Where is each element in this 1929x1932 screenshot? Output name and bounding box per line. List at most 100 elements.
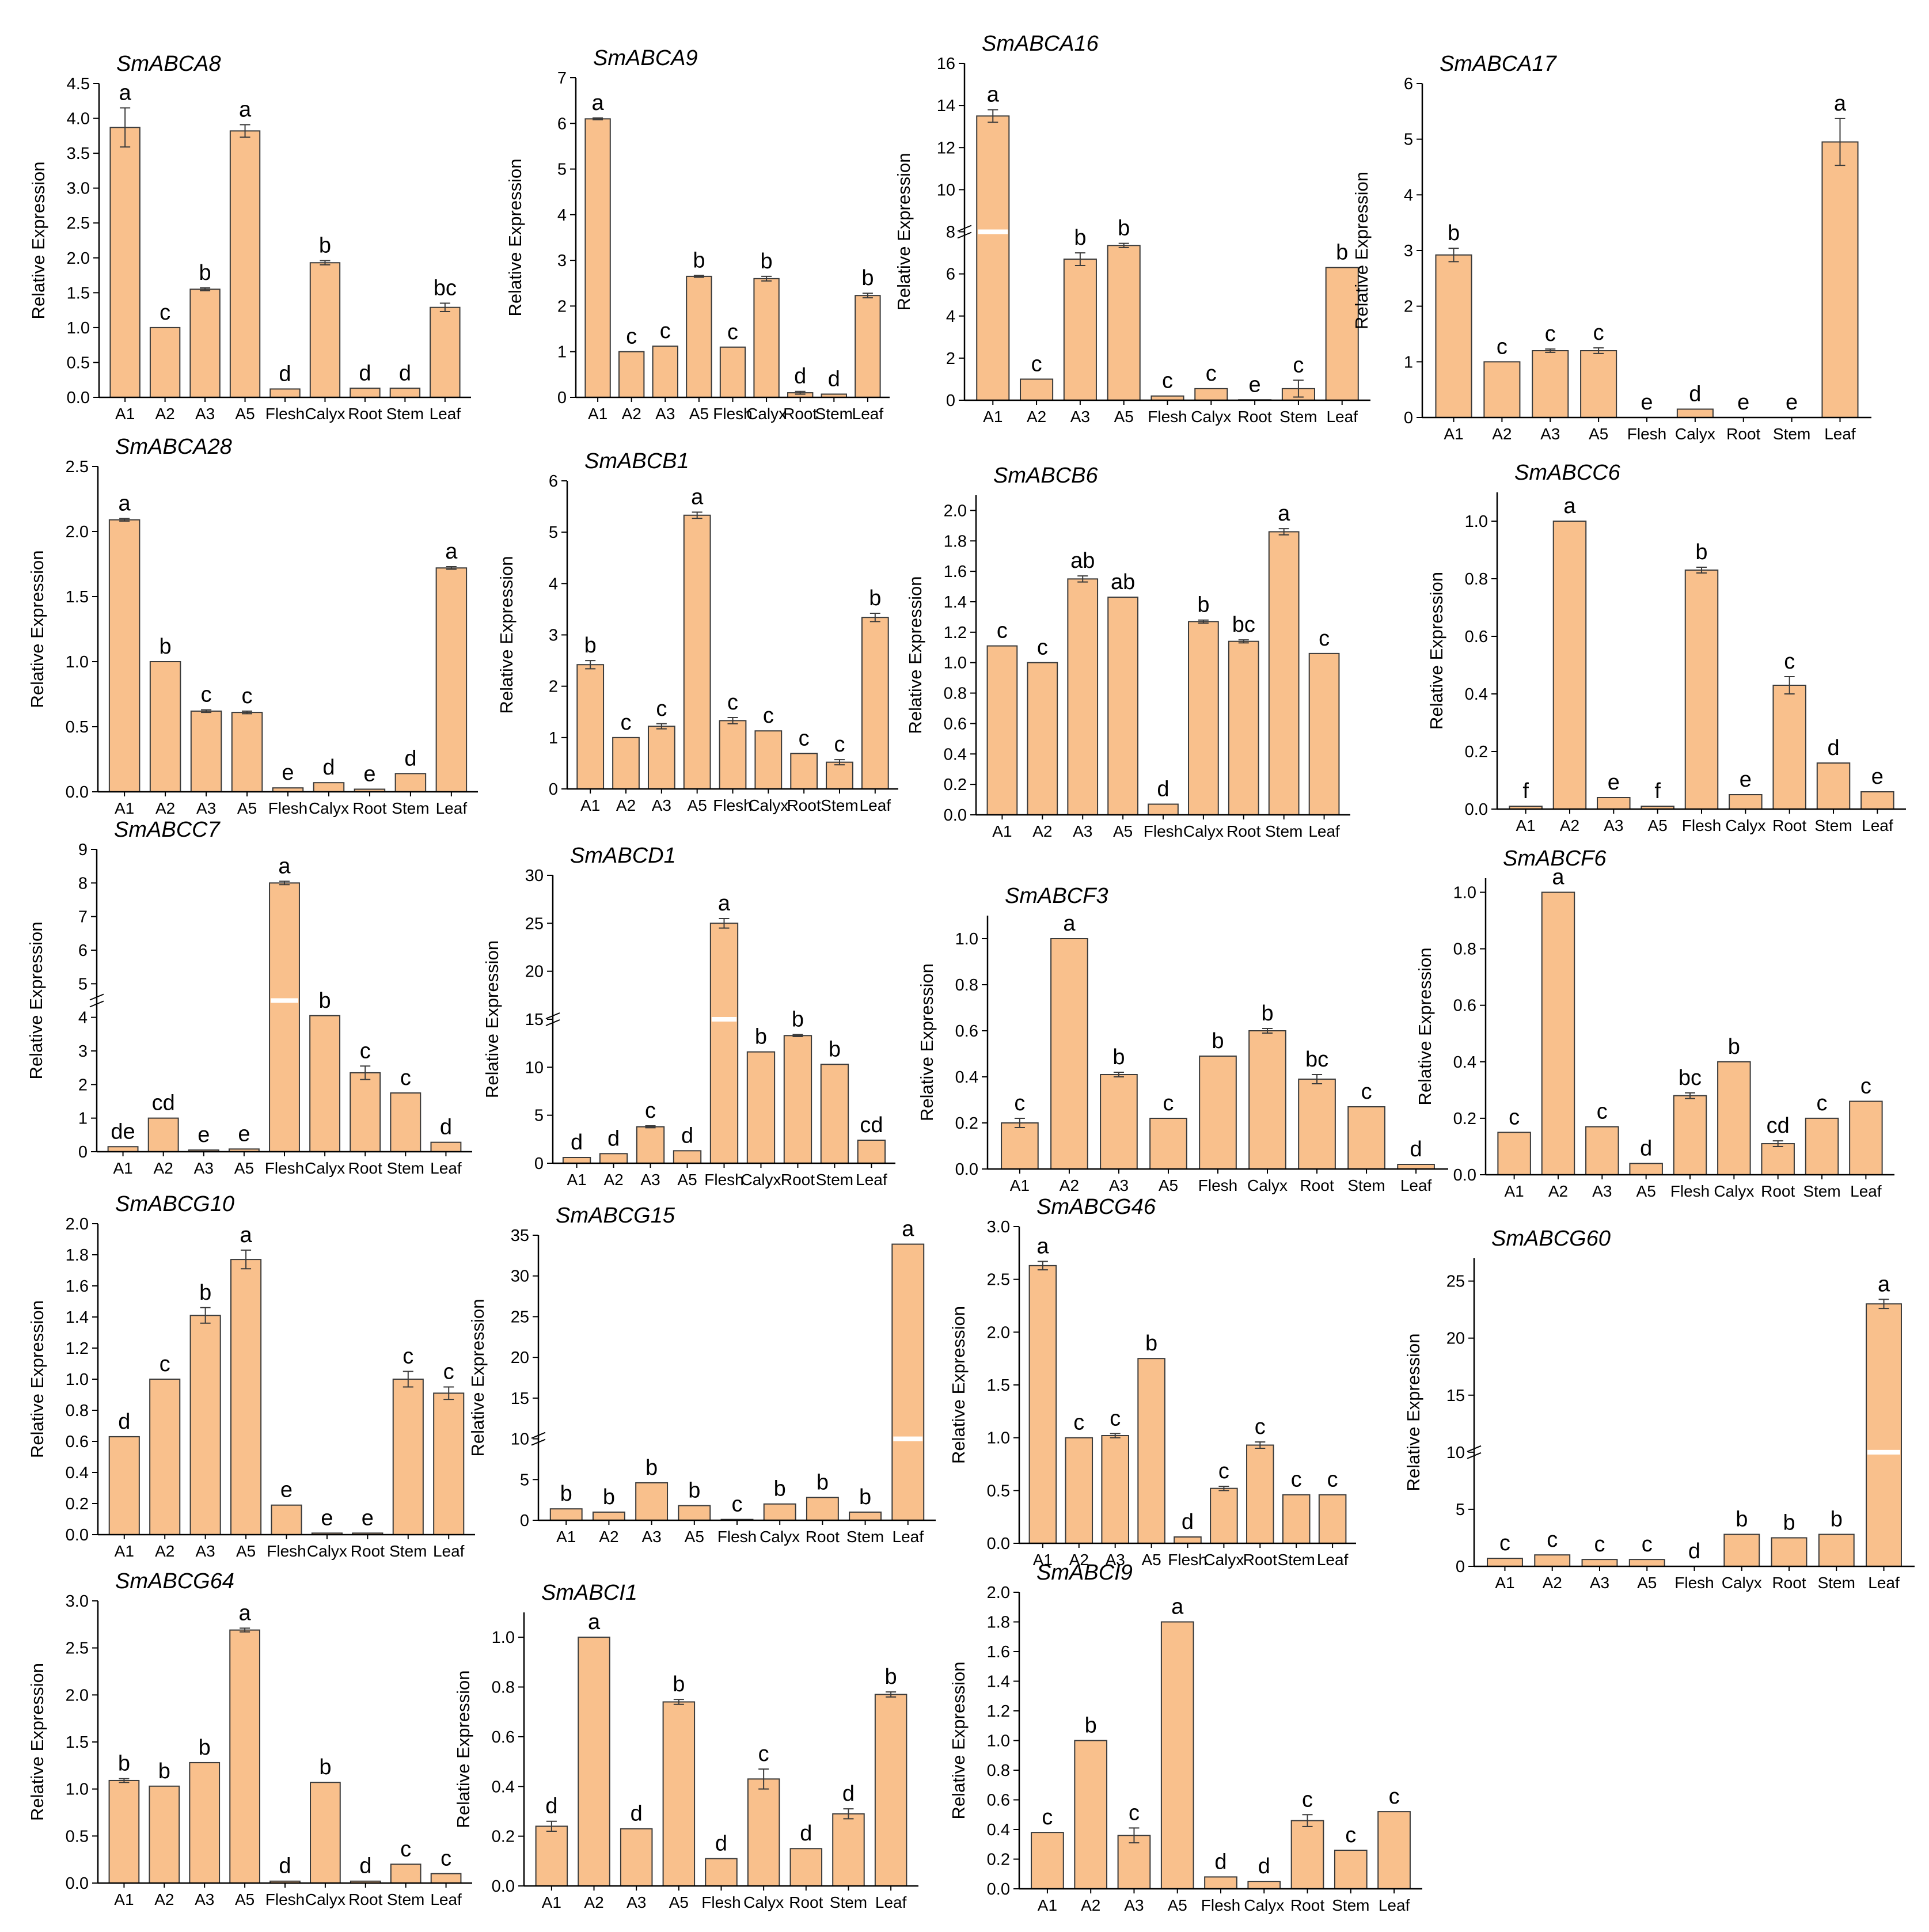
significance-letter: c (1860, 1074, 1871, 1098)
y-tick-label: 1.2 (66, 1339, 89, 1358)
y-tick-label: 0.6 (1465, 628, 1488, 646)
chart-title: SmABCA28 (115, 435, 232, 459)
x-tick-label: A5 (235, 1891, 255, 1908)
significance-letter: e (1871, 765, 1884, 789)
bar (1805, 1117, 1839, 1176)
y-tick-label: 0.0 (955, 1160, 978, 1179)
significance-letter: c (201, 683, 212, 707)
x-tick-label: Flesh (1148, 408, 1187, 426)
x-tick-label: A2 (155, 799, 175, 817)
x-tick-label: Root (787, 796, 821, 814)
bar (1282, 1494, 1311, 1544)
significance-letter: b (774, 1477, 786, 1501)
y-tick-label: 2.0 (66, 1215, 89, 1233)
bar (1160, 1621, 1194, 1889)
significance-letter: a (987, 82, 1000, 107)
significance-letter: ab (1111, 570, 1135, 594)
significance-letter: e (1737, 390, 1749, 415)
x-tick-label: Calyx (307, 1542, 347, 1560)
significance-letter: c (402, 1345, 413, 1369)
y-tick-label: 30 (511, 1267, 529, 1286)
chart-title: SmABCA9 (593, 46, 698, 70)
x-tick-label: Calyx (743, 1893, 784, 1911)
significance-letter: f (1522, 779, 1529, 803)
x-tick-label: Leaf (1308, 822, 1340, 840)
x-tick-label: A3 (1070, 408, 1090, 426)
y-axis-label: Relative Expression (894, 153, 914, 311)
x-tick-label: A5 (677, 1171, 697, 1189)
significance-letter: b (1118, 217, 1130, 241)
significance-letter: c (763, 704, 774, 728)
significance-letter: b (1212, 1029, 1224, 1053)
significance-letter: b (199, 1281, 211, 1305)
x-tick-label: A5 (236, 1542, 256, 1560)
y-tick-label: 1.0 (66, 1781, 89, 1799)
y-tick-label: 0.2 (1465, 743, 1488, 761)
y-tick-label: 0.2 (492, 1828, 515, 1846)
bar (309, 1015, 341, 1152)
x-tick-label: A1 (567, 1171, 586, 1189)
y-tick-label: 35 (511, 1227, 529, 1245)
x-tick-label: Calyx (305, 1891, 345, 1908)
y-axis-label: Relative Expression (1403, 1334, 1423, 1491)
bar (1552, 521, 1587, 810)
bar (1031, 1832, 1064, 1889)
y-axis-label: Relative Expression (1351, 172, 1372, 329)
y-tick-label: 0.5 (987, 1482, 1010, 1500)
significance-letter: b (1112, 1045, 1125, 1069)
chart-title: SmABCG10 (115, 1192, 234, 1216)
chart-title: SmABCG15 (556, 1204, 675, 1228)
y-tick-label: 2 (946, 350, 955, 368)
y-tick-label: 0.0 (987, 1880, 1010, 1899)
bar (1761, 1143, 1795, 1175)
y-axis-label: Relative Expression (27, 1663, 47, 1821)
significance-letter: d (1182, 1510, 1194, 1534)
bar (430, 1873, 462, 1884)
x-tick-label: Root (1772, 1574, 1806, 1592)
chart-title: SmABCI9 (1036, 1561, 1133, 1585)
y-tick-label: 0.6 (1453, 997, 1476, 1015)
y-tick-label: 0.6 (955, 1022, 978, 1041)
significance-letter: d (1640, 1136, 1652, 1160)
significance-letter: c (799, 726, 810, 750)
chart-title: SmABCF3 (1005, 884, 1108, 908)
significance-letter: d (715, 1832, 727, 1856)
bar (1020, 378, 1054, 401)
x-tick-label: Calyx (1675, 425, 1715, 443)
y-tick-label: 7 (557, 69, 567, 88)
x-tick-label: Calyx (305, 1159, 345, 1177)
y-tick-label: 1.6 (987, 1643, 1010, 1661)
bar (229, 1629, 260, 1884)
bar (1771, 1537, 1808, 1567)
significance-letter: c (1073, 1411, 1084, 1435)
x-tick-label: Flesh (267, 1542, 306, 1560)
chart-panel: SmABCA8 Relative Expression a A1 c A2 b A3 a A5 d F… (28, 52, 471, 423)
y-tick-label: 1.0 (1465, 513, 1488, 531)
bar (1581, 1559, 1618, 1567)
x-tick-label: A5 (1168, 1896, 1187, 1914)
bar (1816, 762, 1851, 810)
chart-panel: SmABCG10 Relative Expression d A1 c A2 b A3 a A5 e… (27, 1192, 475, 1560)
x-tick-label: Flesh (1201, 1896, 1240, 1914)
bar (189, 1315, 221, 1536)
x-tick-label: A5 (1114, 408, 1134, 426)
significance-letter: d (359, 1854, 371, 1878)
bar (309, 262, 341, 398)
y-tick-label: 0.4 (1465, 685, 1488, 704)
x-tick-label: Root (351, 1542, 385, 1560)
x-tick-label: A1 (1010, 1176, 1030, 1194)
chart-title: SmABCG64 (115, 1569, 234, 1593)
x-tick-label: Leaf (852, 405, 884, 423)
y-tick-label: 0.8 (66, 1402, 89, 1420)
significance-letter: d (1827, 736, 1839, 760)
significance-letter: e (1641, 390, 1653, 415)
x-tick-label: Root (1226, 822, 1260, 840)
bar (108, 1779, 140, 1884)
chart-panel: SmABCI1 Relative Expression d A1 a A2 d A3 b A5 d F… (453, 1581, 918, 1911)
y-tick-label: 1.0 (66, 1371, 89, 1389)
bar (149, 327, 181, 398)
y-tick-label: 5 (520, 1471, 529, 1489)
significance-letter: c (1162, 369, 1173, 393)
x-tick-label: Calyx (1714, 1182, 1754, 1200)
